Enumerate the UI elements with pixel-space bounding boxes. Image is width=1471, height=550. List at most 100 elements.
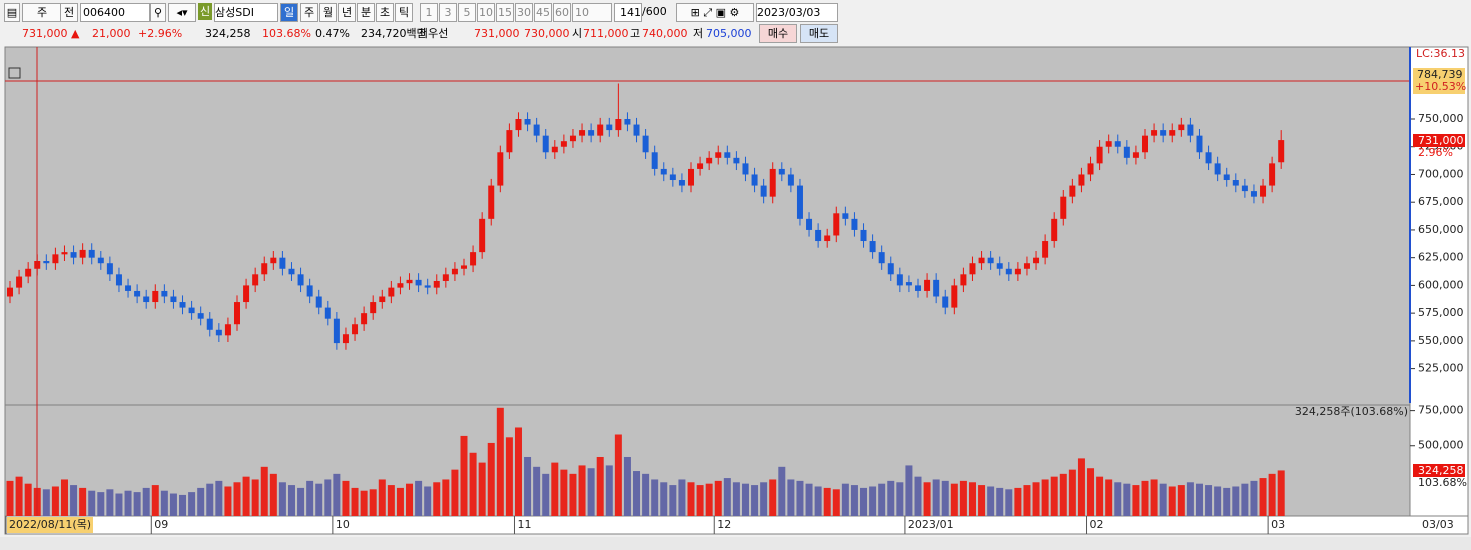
second-button[interactable]: 초 <box>376 3 394 22</box>
yearly-button[interactable]: 년 <box>338 3 356 22</box>
volume-bar <box>741 483 749 516</box>
candle-body <box>688 168 694 186</box>
search-icon[interactable]: ⚲ <box>150 3 166 22</box>
right-axis <box>1409 46 1469 517</box>
candle-body <box>234 302 240 325</box>
volume-bar <box>841 483 849 516</box>
open: 711,000 <box>583 27 629 40</box>
volume-note: 324,258주(103.68%) <box>1295 405 1408 418</box>
volume-bar <box>1277 470 1285 516</box>
interval-button[interactable]: 3 <box>439 3 457 22</box>
candle-body <box>579 130 586 136</box>
volume-bar <box>705 483 713 516</box>
volume: 324,258 <box>205 27 251 40</box>
volume-bar <box>1005 489 1013 516</box>
volume-bar <box>1087 468 1095 516</box>
volume-bar <box>732 482 740 516</box>
volume-bar <box>1159 483 1167 516</box>
volume-bar <box>832 489 840 516</box>
interval-button[interactable]: 45 <box>534 3 552 22</box>
monthly-button[interactable]: 월 <box>319 3 337 22</box>
candle-body <box>206 318 213 330</box>
interval-button[interactable]: 5 <box>458 3 476 22</box>
candle-body <box>796 185 803 219</box>
candle-body <box>461 265 467 269</box>
candle-body <box>1205 152 1212 164</box>
panel-icon[interactable] <box>8 67 21 79</box>
candle-body <box>188 307 195 314</box>
candle-body <box>134 290 141 297</box>
volume-bar <box>369 489 377 516</box>
y-tick-label: 675,000 <box>1418 195 1464 208</box>
candle-body <box>896 274 903 286</box>
date-input[interactable]: 2023/03/03 <box>756 3 838 22</box>
x-tick-label: 03 <box>1271 518 1285 531</box>
volume-bar <box>905 465 913 516</box>
count-input[interactable]: 141 <box>614 3 642 22</box>
interval-button[interactable]: 15 <box>496 3 514 22</box>
candle-body <box>651 152 658 169</box>
volume-bar <box>1186 482 1194 516</box>
last-pct: 2.96% <box>1418 146 1453 159</box>
minute-button[interactable]: 분 <box>357 3 375 22</box>
volume-bar <box>514 427 522 516</box>
prev-button[interactable]: 전 <box>60 3 78 22</box>
candle-body <box>306 285 313 297</box>
volume-bar <box>796 480 804 516</box>
volume-bar <box>1023 485 1031 516</box>
candle-body <box>279 257 286 269</box>
candle-body <box>97 257 104 264</box>
volume-bar <box>524 456 532 516</box>
sell-button[interactable]: 매도 <box>800 24 838 43</box>
lc-label: LC:36.13 <box>1416 47 1465 60</box>
candle-body <box>1078 174 1085 186</box>
tick-button[interactable]: 틱 <box>395 3 413 22</box>
volume-bar <box>70 485 78 516</box>
sound-icon[interactable]: ◂▾ <box>168 3 196 22</box>
candle-body <box>415 279 422 286</box>
volume-bar <box>687 482 695 516</box>
volume-bar <box>1168 486 1176 516</box>
candle-body <box>252 274 259 286</box>
volume-bar <box>224 486 232 516</box>
interval-button[interactable]: 30 <box>515 3 533 22</box>
candle-body <box>1187 124 1194 136</box>
volume-bar <box>51 486 59 516</box>
interval-button[interactable]: 1 <box>420 3 438 22</box>
volume-pct: 103.68% <box>1418 476 1467 489</box>
candle-body <box>697 163 704 169</box>
cursor-price: 784,739 <box>1417 68 1463 81</box>
interval-select[interactable]: 10 <box>572 3 612 22</box>
scrollbar[interactable] <box>0 537 1471 550</box>
y-tick-label: 700,000 <box>1418 167 1464 180</box>
candle-body <box>678 180 685 186</box>
volume-pct: 103.68% <box>262 27 311 40</box>
weekly-button[interactable]: 주 <box>300 3 318 22</box>
volume-bar <box>1223 487 1231 516</box>
change-pct: +2.96% <box>138 27 183 40</box>
daily-button[interactable]: 일 <box>280 3 298 22</box>
volume-bar <box>333 473 341 516</box>
volume-bar <box>415 480 423 516</box>
y-tick-label: 625,000 <box>1418 251 1464 264</box>
candle-body <box>1278 140 1285 163</box>
candle-body <box>1223 174 1230 181</box>
candle-body <box>261 263 268 275</box>
menu-icon[interactable]: ▤ <box>4 3 20 22</box>
volume-bar <box>950 483 958 516</box>
candle-body <box>951 285 958 308</box>
volume-bar <box>88 490 96 516</box>
code-input[interactable]: 006400 <box>80 3 150 22</box>
buy-button[interactable]: 매수 <box>759 24 797 43</box>
interval-button[interactable]: 60 <box>553 3 571 22</box>
candle-body <box>1105 141 1112 147</box>
candle-body <box>224 324 231 336</box>
volume-bar <box>151 485 159 516</box>
candle-body <box>624 119 631 125</box>
interval-button[interactable]: 10 <box>477 3 495 22</box>
volume-bar <box>1077 458 1085 516</box>
volume-bar <box>1096 476 1104 516</box>
tool-icons[interactable]: ⊞ ⤢ ▣ ⚙ <box>676 3 754 22</box>
volume-bar <box>79 487 87 516</box>
